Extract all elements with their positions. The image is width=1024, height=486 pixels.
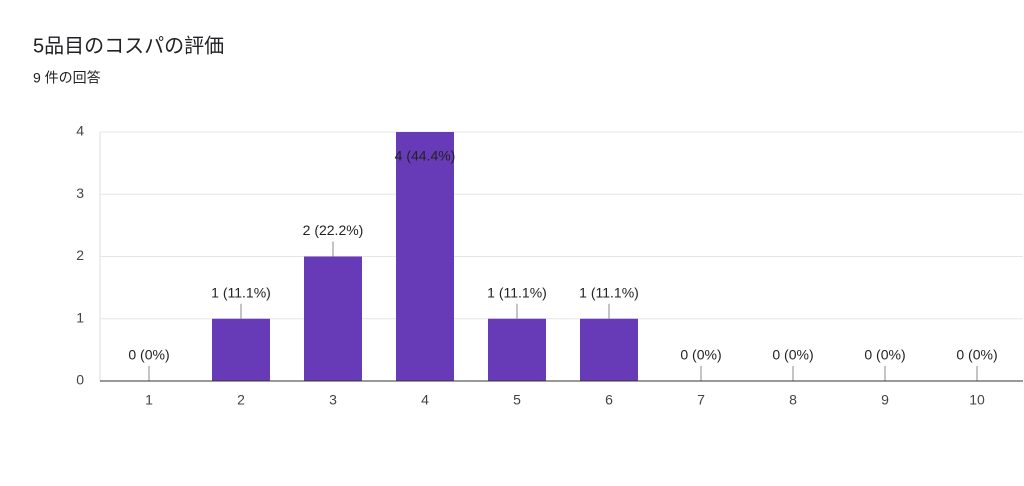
- y-tick-label: 0: [76, 372, 84, 388]
- value-label: 0 (0%): [128, 347, 169, 363]
- y-tick-label: 2: [76, 247, 84, 263]
- chart-title: 5品目のコスパの評価: [33, 34, 224, 57]
- value-label: 0 (0%): [772, 347, 813, 363]
- x-tick-label: 6: [605, 392, 613, 408]
- x-tick-label: 10: [969, 392, 985, 408]
- bar: [488, 318, 546, 381]
- x-tick-label: 8: [789, 392, 797, 408]
- bar: [212, 318, 270, 381]
- x-tick-label: 4: [421, 392, 429, 408]
- bar: [304, 256, 362, 381]
- x-tick-label: 9: [881, 392, 889, 408]
- value-label: 0 (0%): [956, 347, 997, 363]
- x-tick-label: 2: [237, 392, 245, 408]
- value-label: 2 (22.2%): [303, 222, 364, 238]
- value-label: 4 (44.4%): [395, 148, 456, 164]
- x-tick-label: 1: [145, 392, 153, 408]
- value-label: 1 (11.1%): [487, 284, 547, 300]
- y-tick-label: 4: [76, 123, 84, 139]
- value-label: 0 (0%): [680, 347, 721, 363]
- y-tick-label: 1: [76, 309, 84, 325]
- bar: [396, 132, 454, 381]
- bar: [580, 318, 638, 381]
- value-label: 1 (11.1%): [579, 284, 639, 300]
- value-label: 1 (11.1%): [211, 284, 271, 300]
- x-tick-label: 5: [513, 392, 521, 408]
- y-tick-label: 3: [76, 185, 84, 201]
- value-label: 0 (0%): [864, 347, 905, 363]
- x-tick-label: 3: [329, 392, 337, 408]
- chart-subtitle: 9 件の回答: [33, 70, 101, 86]
- x-tick-label: 7: [697, 392, 705, 408]
